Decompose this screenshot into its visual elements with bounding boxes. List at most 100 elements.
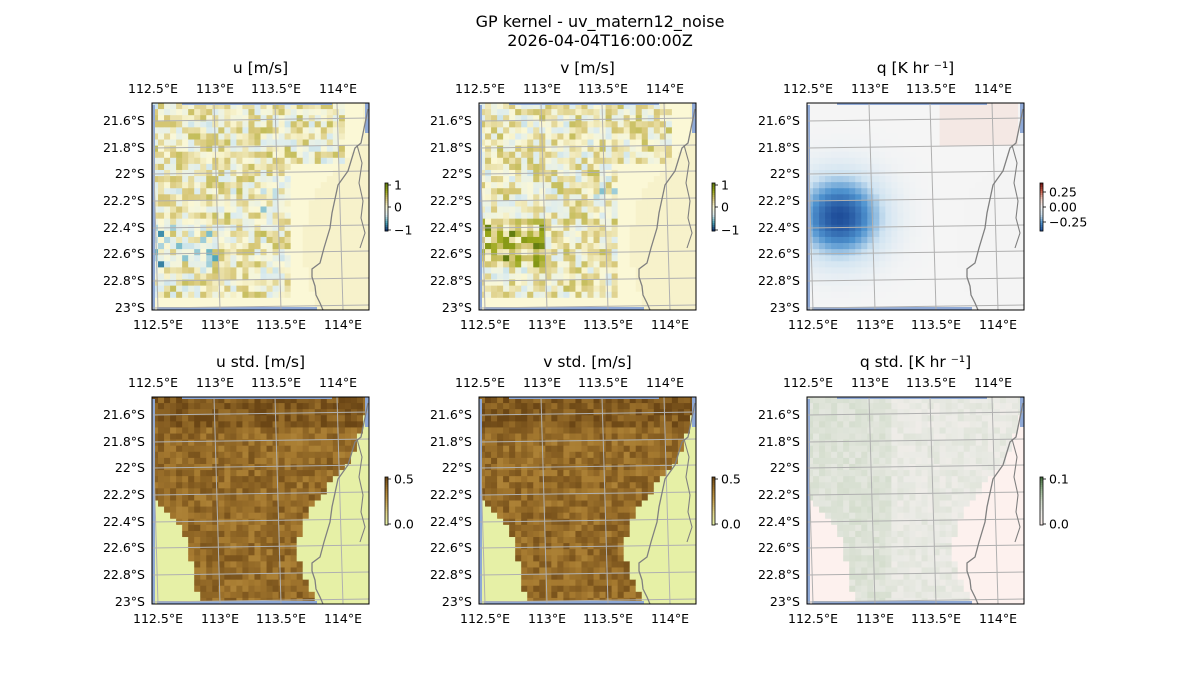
- heatmap-cell: [623, 206, 631, 213]
- heatmap-cell: [539, 279, 546, 287]
- heatmap-cell: [194, 415, 201, 422]
- heatmap-cell: [170, 555, 177, 562]
- heatmap-cell: [849, 267, 856, 274]
- heatmap-cell: [260, 494, 267, 501]
- heatmap-cell: [891, 267, 898, 274]
- heatmap-cell: [182, 249, 189, 256]
- heatmap-cell: [176, 433, 183, 441]
- heatmap-cell: [981, 273, 989, 280]
- heatmap-cell: [350, 567, 358, 574]
- heatmap-cell: [200, 182, 207, 189]
- heatmap-cell: [200, 103, 207, 110]
- heatmap-cell: [671, 151, 679, 159]
- heatmap-cell: [939, 176, 947, 183]
- heatmap-cell: [344, 537, 352, 544]
- heatmap-cell: [356, 433, 364, 441]
- heatmap-cell: [503, 194, 510, 201]
- heatmap-cell: [503, 200, 510, 207]
- heatmap-cell: [176, 236, 183, 244]
- heatmap-cell: [563, 115, 570, 122]
- heatmap-cell: [545, 224, 552, 232]
- heatmap-cell: [314, 439, 322, 447]
- heatmap-cell: [212, 194, 219, 201]
- heatmap-cell: [200, 488, 207, 495]
- heatmap-cell: [479, 169, 486, 177]
- heatmap-cell: [533, 151, 540, 159]
- heatmap-cell: [915, 109, 922, 116]
- heatmap-cell: [659, 139, 667, 147]
- heatmap-cell: [170, 182, 177, 189]
- heatmap-cell: [212, 555, 219, 562]
- heatmap-cell: [689, 243, 697, 250]
- heatmap-cell: [963, 194, 971, 201]
- heatmap-cell: [599, 285, 606, 293]
- heatmap-cell: [987, 303, 995, 311]
- heatmap-cell: [158, 200, 165, 207]
- heatmap-cell: [176, 445, 183, 453]
- heatmap-cell: [629, 218, 637, 226]
- heatmap-cell: [647, 163, 655, 171]
- colorbar-segment: [712, 195, 715, 198]
- heatmap-cell: [218, 127, 225, 134]
- heatmap-cell: [521, 230, 528, 238]
- heatmap-cell: [266, 109, 273, 116]
- heatmap-cell: [302, 194, 310, 201]
- heatmap-cell: [182, 103, 189, 110]
- heatmap-cell: [825, 206, 832, 213]
- heatmap-cells: [479, 103, 697, 311]
- heatmap-cell: [176, 182, 183, 189]
- heatmap-cell: [933, 194, 941, 201]
- heatmap-cell: [605, 151, 613, 159]
- heatmap-cell: [951, 182, 959, 189]
- heatmap-cell: [993, 127, 1001, 134]
- heatmap-cell: [885, 279, 892, 287]
- heatmap-cell: [266, 157, 273, 165]
- heatmap-cell: [224, 506, 231, 514]
- heatmap-cell: [951, 157, 959, 165]
- heatmap-cell: [188, 176, 195, 183]
- heatmap-cell: [176, 273, 183, 280]
- heatmap-cell: [296, 163, 304, 171]
- heatmap-cell: [290, 115, 298, 122]
- heatmap-cell: [497, 218, 504, 226]
- heatmap-cell: [885, 121, 892, 128]
- heatmap-cell: [623, 133, 631, 140]
- heatmap-cell: [885, 115, 892, 122]
- heatmap-cell: [939, 169, 947, 177]
- heatmap-cell: [182, 243, 189, 250]
- heatmap-cell: [218, 561, 225, 568]
- heatmap-cell: [813, 103, 820, 110]
- heatmap-cell: [1005, 139, 1013, 147]
- heatmap-cell: [623, 297, 631, 305]
- heatmap-cell: [230, 157, 237, 165]
- heatmap-cell: [194, 567, 201, 574]
- heatmap-cell: [999, 200, 1007, 207]
- heatmap-cell: [326, 488, 334, 495]
- heatmap-cell: [933, 157, 941, 165]
- heatmap-cell: [260, 218, 267, 226]
- heatmap-cell: [314, 476, 322, 483]
- heatmap-cell: [527, 291, 534, 299]
- heatmap-cell: [230, 457, 237, 465]
- heatmap-cell: [831, 279, 838, 287]
- heatmap-cell: [314, 297, 322, 305]
- heatmap-cell: [837, 255, 844, 262]
- heatmap-cell: [1011, 230, 1019, 238]
- heatmap-cell: [296, 297, 304, 305]
- heatmap-cell: [218, 530, 225, 538]
- heatmap-cell: [290, 451, 298, 459]
- heatmap-cell: [356, 121, 364, 128]
- heatmap-cell: [515, 194, 522, 201]
- heatmap-cell: [236, 261, 243, 268]
- heatmap-cell: [897, 200, 904, 207]
- heatmap-cell: [278, 512, 286, 520]
- heatmap-cell: [278, 255, 286, 262]
- heatmap-cell: [338, 397, 346, 404]
- heatmap-cell: [212, 243, 219, 250]
- heatmap-cell: [975, 273, 983, 280]
- heatmap-cell: [533, 121, 540, 128]
- heatmap-cell: [164, 488, 171, 495]
- heatmap-cell: [981, 291, 989, 299]
- heatmap-cell: [326, 543, 334, 550]
- heatmap-cell: [855, 176, 862, 183]
